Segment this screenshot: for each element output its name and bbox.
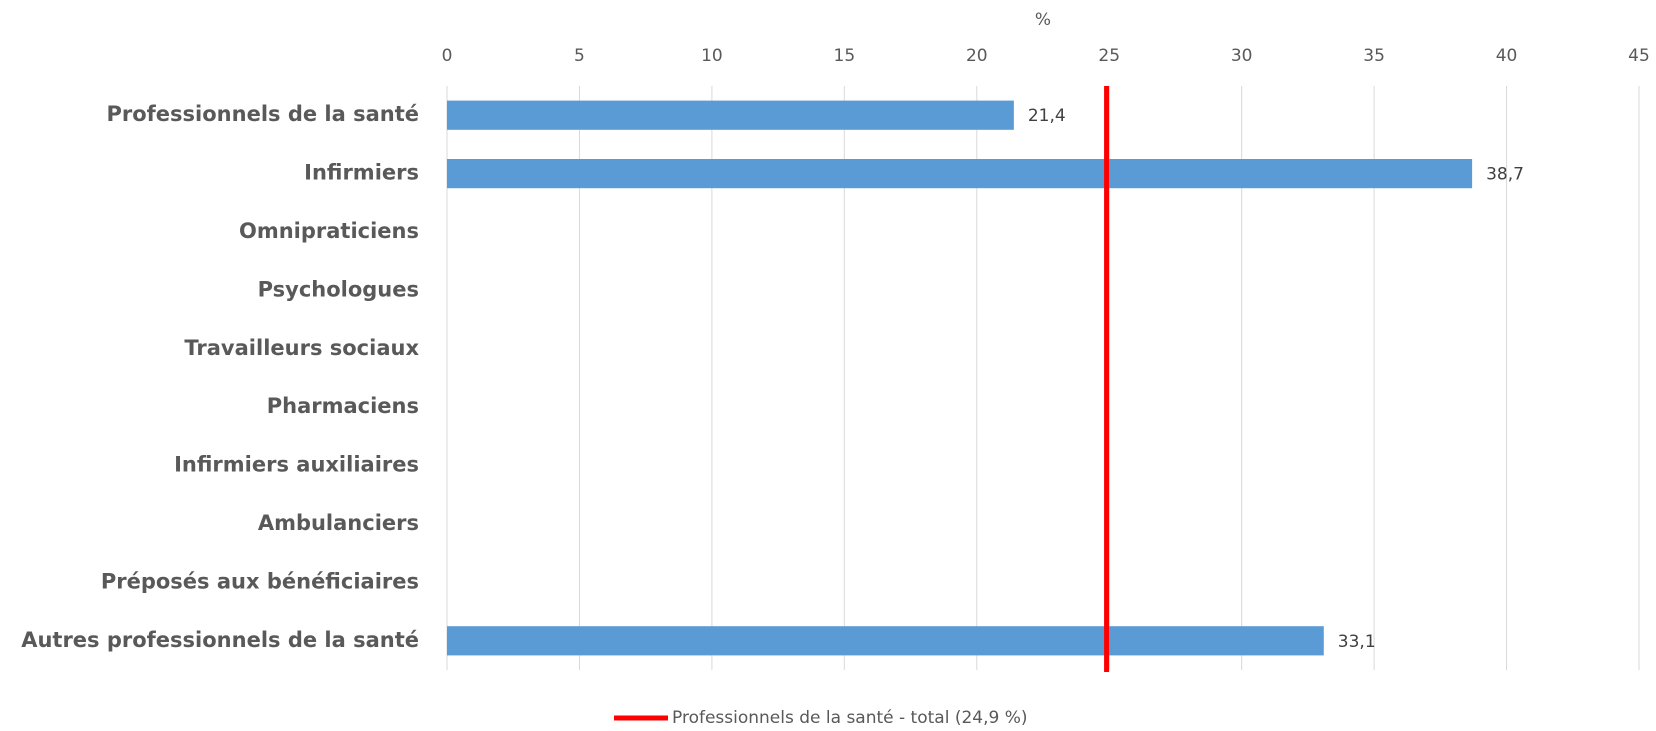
bar bbox=[447, 100, 1014, 130]
data-label: 38,7 bbox=[1486, 165, 1524, 185]
x-tick-label: 20 bbox=[966, 46, 988, 66]
category-label: Travailleurs sociaux bbox=[184, 336, 419, 360]
bar bbox=[447, 159, 1473, 189]
x-tick-label: 30 bbox=[1231, 46, 1253, 66]
x-tick-label: 45 bbox=[1628, 46, 1650, 66]
category-label: Professionnels de la santé bbox=[107, 102, 420, 126]
axis-label: % bbox=[1035, 10, 1051, 30]
data-label: 33,1 bbox=[1338, 632, 1376, 652]
data-label: 21,4 bbox=[1028, 106, 1066, 126]
category-label: Pharmaciens bbox=[267, 394, 419, 418]
x-tick-label: 25 bbox=[1098, 46, 1120, 66]
bar bbox=[447, 626, 1324, 656]
category-label: Ambulanciers bbox=[258, 511, 419, 535]
legend-label: Professionnels de la santé - total (24,9… bbox=[672, 708, 1028, 728]
x-tick-label: 40 bbox=[1496, 46, 1518, 66]
category-label: Autres professionnels de la santé bbox=[21, 628, 419, 652]
x-tick-label: 5 bbox=[574, 46, 585, 66]
x-tick-label: 15 bbox=[834, 46, 856, 66]
x-tick-label: 10 bbox=[701, 46, 723, 66]
category-label: Psychologues bbox=[258, 277, 419, 301]
category-label: Préposés aux bénéficiaires bbox=[101, 569, 419, 593]
x-tick-label: 35 bbox=[1363, 46, 1385, 66]
category-label: Infirmiers bbox=[304, 161, 419, 185]
x-tick-label: 0 bbox=[442, 46, 453, 66]
category-label: Omnipraticiens bbox=[239, 219, 419, 243]
category-label: Infirmiers auxiliaires bbox=[174, 453, 419, 477]
